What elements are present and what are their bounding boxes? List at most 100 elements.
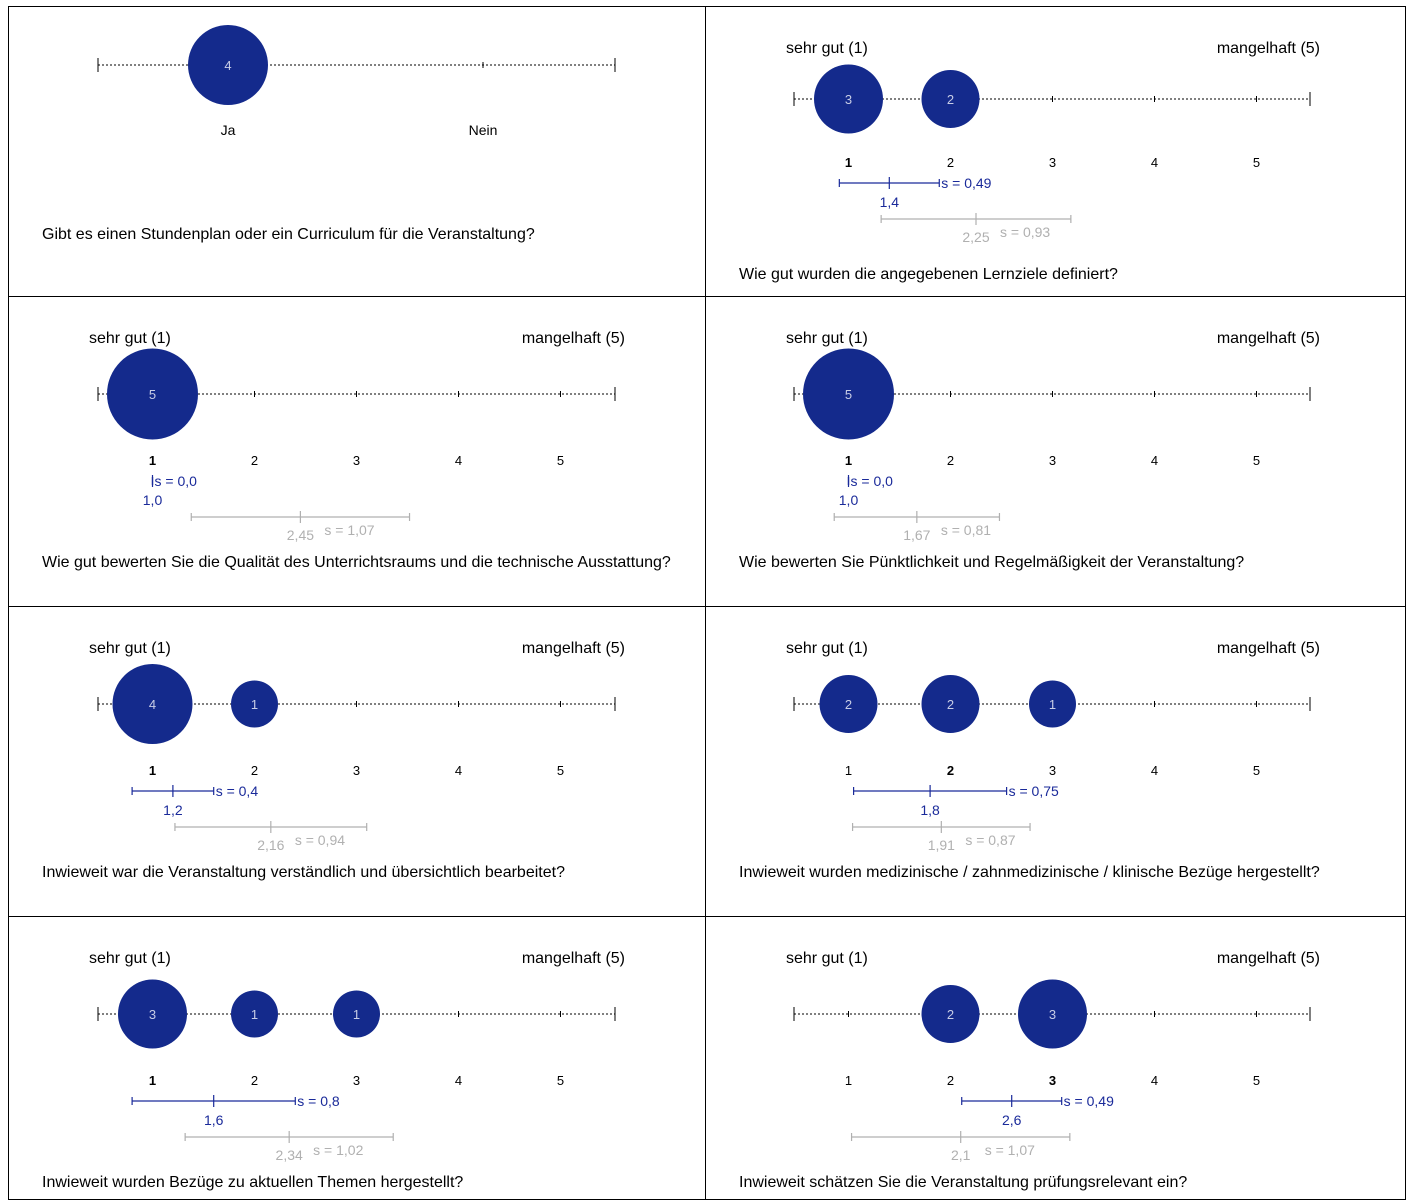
scale-low-label: sehr gut (1) [786, 640, 868, 657]
ref-mean-label: 2,25 [962, 229, 989, 245]
tick-label-2: 2 [947, 763, 954, 778]
chart-6: sehr gut (1) mangelhaft (5) 1 2 3 4 5 2 2 1 s = 0,… [786, 640, 1320, 853]
question-text: Inwieweit war die Veranstaltung verständ… [42, 864, 565, 881]
tick-label-1: 1 [149, 1073, 156, 1088]
chart-2: sehr gut (1) mangelhaft (5) 1 2 3 4 5 3 2 s = 0,4… [786, 40, 1320, 245]
ref-mean-label: 2,16 [257, 837, 284, 853]
bubble [814, 64, 883, 134]
tick-label-4: 4 [455, 1073, 462, 1088]
panel-7: sehr gut (1) mangelhaft (5) 1 2 3 4 5 3 1 1 s = 0,… [8, 916, 706, 1200]
tick-label-3: 3 [1049, 763, 1056, 778]
ref-sd-label: s = 1,07 [324, 522, 374, 538]
question-text: Wie gut bewerten Sie die Qualität des Un… [42, 554, 671, 571]
panel-3: sehr gut (1) mangelhaft (5) 1 2 3 4 5 5 s = 0,0 1… [8, 296, 706, 607]
scale-high-label: mangelhaft (5) [522, 640, 625, 657]
tick-label-3: 3 [1049, 1073, 1056, 1088]
bubble-count: 1 [251, 1007, 258, 1022]
tick-label-3: 3 [353, 1073, 360, 1088]
ref-mean-label: 2,45 [287, 527, 314, 543]
tick-label-1: 1 [149, 453, 156, 468]
tick-label-5: 5 [557, 1073, 564, 1088]
bubble [231, 990, 278, 1038]
ref-sd-label: s = 0,87 [965, 832, 1015, 848]
tick-label-4: 4 [1151, 453, 1158, 468]
tick-label-5: 5 [1253, 155, 1260, 170]
tick-label-3: 3 [1049, 155, 1056, 170]
ref-sd-label: s = 1,02 [313, 1142, 363, 1158]
tick-label-1: 1 [845, 155, 852, 170]
tick-label-5: 5 [557, 453, 564, 468]
ref-sd-label: s = 1,07 [985, 1142, 1035, 1158]
chart-5: sehr gut (1) mangelhaft (5) 1 2 3 4 5 4 1 s = 0,4… [89, 640, 625, 853]
tick-label-4: 4 [1151, 155, 1158, 170]
evaluation-grid: Ja Nein 4 Gibt es einen Stundenplan oder e… [8, 6, 1406, 1200]
panel-8: sehr gut (1) mangelhaft (5) 1 2 3 4 5 2 3 s = 0,4… [705, 916, 1406, 1200]
bubble [107, 348, 198, 440]
bubble-count: 5 [149, 387, 156, 402]
tick-label-1: 1 [845, 453, 852, 468]
tick-label-5: 5 [1253, 453, 1260, 468]
own-mean-label: 1,4 [880, 194, 900, 210]
tick-label-4: 4 [455, 453, 462, 468]
bubble-count: 4 [224, 58, 231, 73]
scale-high-label: mangelhaft (5) [522, 950, 625, 967]
bubble [112, 664, 193, 744]
scale-high-label: mangelhaft (5) [1217, 640, 1320, 657]
bubble [118, 979, 187, 1049]
bubble [819, 675, 878, 733]
own-sd-label: s = 0,49 [941, 175, 991, 191]
scale-low-label: sehr gut (1) [89, 640, 171, 657]
panel-2: sehr gut (1) mangelhaft (5) 1 2 3 4 5 3 2 s = 0,4… [705, 6, 1406, 297]
category-label-ja: Ja [221, 122, 236, 138]
chart-3: sehr gut (1) mangelhaft (5) 1 2 3 4 5 5 s = 0,0 1… [89, 330, 625, 543]
bubble-count: 3 [845, 92, 852, 107]
tick-label-3: 3 [353, 453, 360, 468]
chart-7: sehr gut (1) mangelhaft (5) 1 2 3 4 5 3 1 1 s = 0,… [89, 950, 625, 1163]
bubble [921, 70, 980, 128]
scale-high-label: mangelhaft (5) [1217, 950, 1320, 967]
ref-sd-label: s = 0,94 [295, 832, 345, 848]
own-sd-label: s = 0,0 [155, 473, 198, 489]
tick-label-2: 2 [947, 453, 954, 468]
bubble-count: 3 [149, 1007, 156, 1022]
bubble [921, 985, 980, 1043]
bubble-count: 3 [1049, 1007, 1056, 1022]
bubble-count: 2 [947, 697, 954, 712]
scale-low-label: sehr gut (1) [786, 40, 868, 57]
bubble [1029, 680, 1076, 728]
panel-6: sehr gut (1) mangelhaft (5) 1 2 3 4 5 2 2 1 s = 0,… [705, 606, 1406, 917]
bubble-count: 2 [947, 92, 954, 107]
scale-low-label: sehr gut (1) [786, 950, 868, 967]
tick-label-4: 4 [1151, 763, 1158, 778]
tick-label-4: 4 [455, 763, 462, 778]
question-text: Gibt es einen Stundenplan oder ein Curri… [42, 226, 535, 243]
own-mean-label: 1,6 [204, 1112, 224, 1128]
bubble [803, 348, 894, 440]
question-text: Wie bewerten Sie Pünktlichkeit und Regel… [739, 554, 1245, 571]
own-mean-label: 1,0 [143, 492, 163, 508]
scale-high-label: mangelhaft (5) [1217, 40, 1320, 57]
own-mean-label: 1,2 [163, 802, 183, 818]
question-text: Inwieweit schätzen Sie die Veranstaltung… [739, 1174, 1188, 1191]
panel-5: sehr gut (1) mangelhaft (5) 1 2 3 4 5 4 1 s = 0,4… [8, 606, 706, 917]
own-sd-label: s = 0,8 [297, 1093, 340, 1109]
tick-label-5: 5 [557, 763, 564, 778]
bubble [921, 675, 980, 733]
bubble-count: 4 [149, 697, 156, 712]
scale-low-label: sehr gut (1) [786, 330, 868, 347]
tick-label-5: 5 [1253, 1073, 1260, 1088]
tick-label-2: 2 [947, 1073, 954, 1088]
own-sd-label: s = 0,4 [216, 783, 259, 799]
chart-1: Ja Nein 4 [97, 25, 616, 138]
ref-sd-label: s = 0,81 [941, 522, 991, 538]
bubble-count: 5 [845, 387, 852, 402]
ref-mean-label: 1,67 [903, 527, 930, 543]
ref-mean-label: 2,34 [276, 1147, 303, 1163]
panel-4: sehr gut (1) mangelhaft (5) 1 2 3 4 5 5 s = 0,0 1… [705, 296, 1406, 607]
bubble-count: 2 [947, 1007, 954, 1022]
own-sd-label: s = 0,75 [1009, 783, 1059, 799]
bubble [1018, 979, 1087, 1049]
bubble-count: 1 [251, 697, 258, 712]
chart-4: sehr gut (1) mangelhaft (5) 1 2 3 4 5 5 s = 0,0 1… [786, 330, 1320, 543]
tick-label-2: 2 [251, 1073, 258, 1088]
